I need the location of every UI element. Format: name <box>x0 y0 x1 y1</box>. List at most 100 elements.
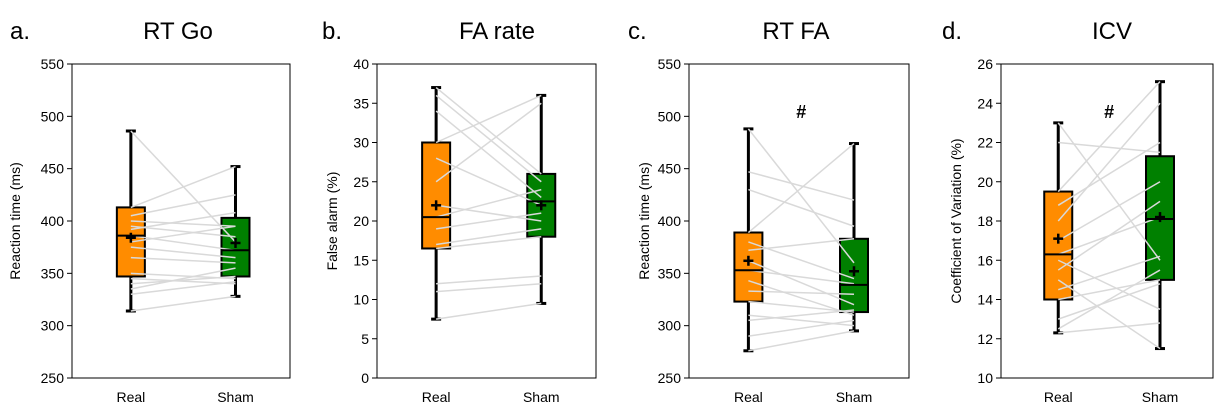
subject-pair-line <box>1057 269 1161 330</box>
subject-pair-line <box>435 94 542 144</box>
y-tick-label: 400 <box>41 213 65 229</box>
x-category-label: Real <box>116 389 145 405</box>
box-real <box>1043 190 1074 301</box>
y-tick-label: 350 <box>658 265 682 281</box>
y-tick-label: 5 <box>361 331 369 347</box>
y-tick-label: 20 <box>977 174 993 190</box>
subject-pair-line <box>436 212 542 230</box>
panel-title: ICV <box>1092 18 1132 45</box>
subject-pair-line <box>436 204 542 222</box>
subject-pair-line <box>436 283 542 293</box>
y-axis-label: Coefficient of Variation (%) <box>948 138 964 303</box>
y-tick-label: 0 <box>361 370 369 386</box>
subject-pair-line <box>130 267 236 290</box>
y-tick-label: 250 <box>41 370 65 386</box>
subject-pair-line <box>130 246 236 259</box>
y-tick-label: 18 <box>977 213 993 229</box>
y-tick-label: 500 <box>41 108 65 124</box>
y-tick-label: 450 <box>658 161 682 177</box>
subject-pair-line <box>130 275 236 285</box>
y-tick-label: 300 <box>658 318 682 334</box>
subject-pair-line <box>435 94 542 183</box>
subject-pair-line <box>130 280 236 296</box>
y-tick-label: 350 <box>41 265 65 281</box>
subject-pair-line <box>748 241 855 280</box>
subject-pair-line <box>435 188 542 218</box>
subject-pair-line <box>1057 122 1161 261</box>
subject-pair-line <box>130 277 236 285</box>
x-category-label: Sham <box>836 389 873 405</box>
y-tick-label: 30 <box>353 135 369 151</box>
significance-mark: # <box>1104 102 1114 122</box>
subject-pair-line <box>435 102 542 183</box>
panel-letter: b. <box>322 18 342 45</box>
y-tick-label: 550 <box>658 56 682 72</box>
subject-pair-line <box>748 319 855 337</box>
significance-mark: # <box>796 102 806 122</box>
subject-pair-line <box>130 225 236 238</box>
y-tick-label: 550 <box>41 56 65 72</box>
y-tick-label: 16 <box>977 252 993 268</box>
subject-pair-line <box>1057 141 1161 206</box>
y-tick-label: 25 <box>353 174 369 190</box>
y-tick-label: 20 <box>353 213 369 229</box>
subject-pair-line <box>748 260 855 306</box>
subject-pair-line <box>130 295 236 312</box>
subject-pair-line <box>436 275 542 285</box>
subject-pair-line <box>130 220 236 227</box>
x-category-label: Real <box>734 389 763 405</box>
y-tick-label: 24 <box>977 95 993 111</box>
panel-letter: d. <box>942 18 962 45</box>
subject-pair-line <box>435 86 542 175</box>
subject-pair-line <box>1057 81 1161 193</box>
subject-pair-line <box>435 157 542 206</box>
y-tick-label: 250 <box>658 370 682 386</box>
subject-pair-line <box>748 269 855 285</box>
subject-pair-line <box>748 238 855 252</box>
y-tick-label: 300 <box>41 318 65 334</box>
subject-pair-line <box>436 302 542 320</box>
subject-pair-line <box>747 142 855 234</box>
subject-pair-line <box>436 235 542 250</box>
y-tick-label: 35 <box>353 95 369 111</box>
y-tick-label: 22 <box>977 135 993 151</box>
panel-title: FA rate <box>459 18 535 45</box>
y-axis-label: Reaction time (ms) <box>7 162 23 279</box>
subject-pair-line <box>748 314 855 327</box>
x-category-label: Real <box>422 389 451 405</box>
subject-pair-line <box>1057 200 1161 271</box>
subject-pair-line <box>748 300 855 313</box>
y-tick-label: 40 <box>353 56 369 72</box>
y-tick-label: 12 <box>977 331 993 347</box>
subject-pair-line <box>1058 279 1161 301</box>
subject-pair-line <box>130 256 236 264</box>
subject-pair-line <box>1057 181 1161 242</box>
subject-pair-line <box>130 234 236 252</box>
y-tick-label: 450 <box>41 161 65 177</box>
subject-pair-line <box>1058 255 1161 291</box>
subject-pair-line <box>1057 259 1161 310</box>
subject-pair-line <box>1057 102 1161 222</box>
y-axis-label: False alarm (%) <box>324 172 340 271</box>
y-tick-label: 10 <box>353 292 369 308</box>
subject-pair-line <box>748 171 855 201</box>
panel-title: RT FA <box>762 18 829 45</box>
y-tick-label: 14 <box>977 292 993 308</box>
y-tick-label: 26 <box>977 56 993 72</box>
subject-pair-line <box>435 110 542 199</box>
subject-pair-line <box>748 330 855 352</box>
x-category-label: Sham <box>1142 389 1179 405</box>
subject-pair-line <box>748 309 855 322</box>
subject-pair-line <box>748 188 855 227</box>
subject-pair-line <box>130 194 236 217</box>
subject-pair-line <box>1058 322 1161 334</box>
subject-pair-line <box>1057 279 1161 350</box>
panel-letter: c. <box>628 18 647 45</box>
subject-pair-line <box>748 290 855 296</box>
subject-pair-line <box>748 279 855 316</box>
panel-title: RT Go <box>143 18 213 45</box>
subject-pair-line <box>130 211 236 231</box>
y-tick-label: 10 <box>977 370 993 386</box>
